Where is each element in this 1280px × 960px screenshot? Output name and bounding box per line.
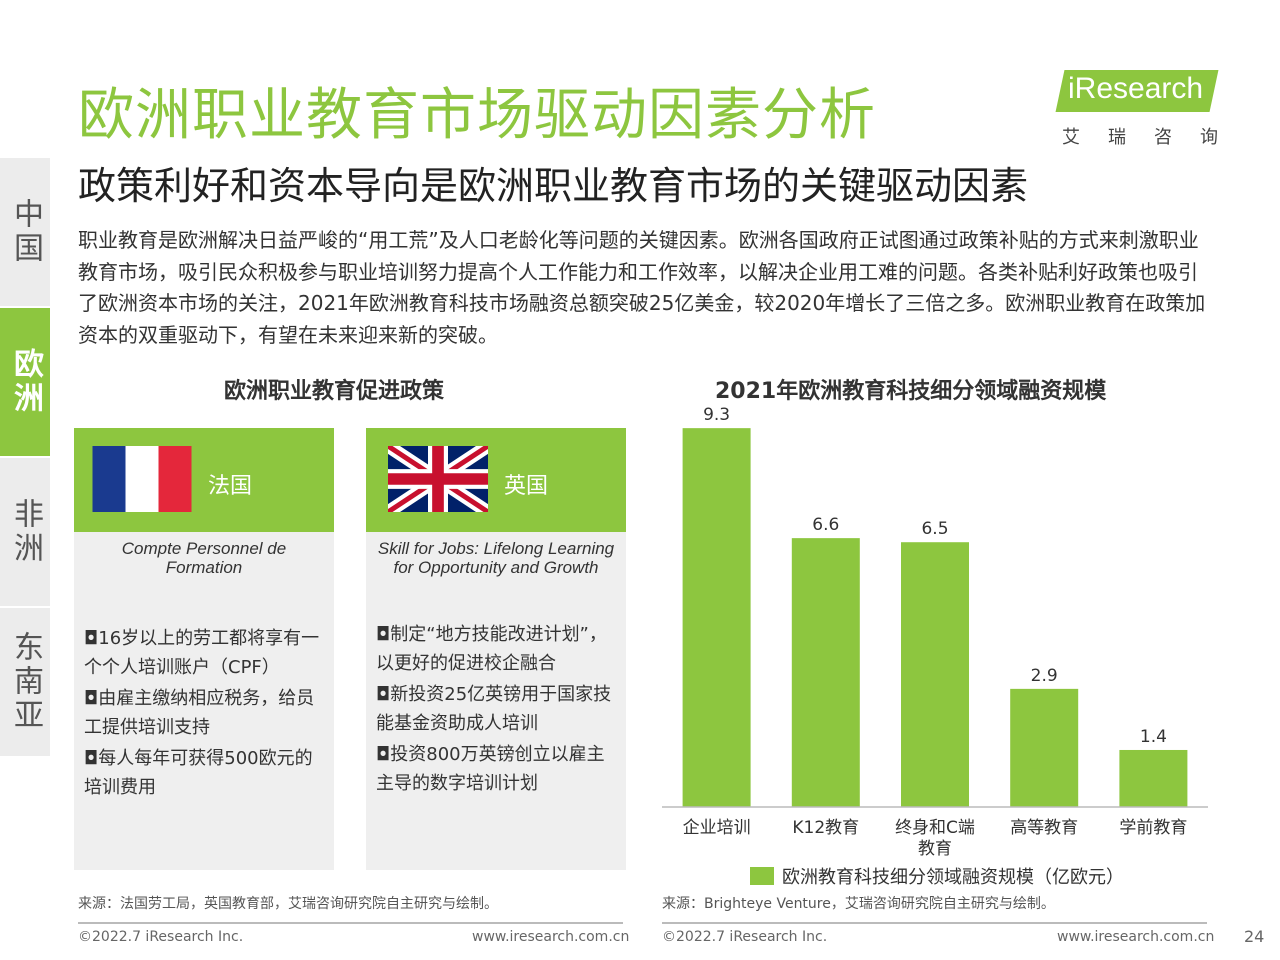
policy-card-france: 法国 Compte Personnel de Formation ◘16岁以上的… bbox=[74, 428, 334, 870]
chart-bar bbox=[682, 428, 751, 807]
sidebar-item-label: 欧洲 bbox=[8, 348, 43, 416]
intro-paragraph: 职业教育是欧洲解决日益严峻的“用工荒”及人口老龄化等问题的关键因素。欧洲各国政府… bbox=[78, 228, 1206, 347]
list-item: ◘制定“地方技能改进计划”，以更好的促进校企融合 bbox=[376, 624, 607, 674]
uk-flag-icon bbox=[388, 446, 488, 512]
logo-cn-char: 咨 bbox=[1154, 127, 1172, 148]
page-title: 欧洲职业教育市场驱动因素分析 bbox=[78, 83, 876, 148]
chart-data-label: 2.9 bbox=[1031, 666, 1058, 686]
page-subtitle: 政策利好和资本导向是欧洲职业教育市场的关键驱动因素 bbox=[78, 164, 1029, 208]
chart-data-label: 1.4 bbox=[1140, 727, 1167, 747]
chart-tick-label: 教育 bbox=[918, 839, 952, 859]
sidebar-item-europe[interactable]: 欧洲 bbox=[0, 308, 50, 458]
chart-title: 2021年欧洲教育科技细分领域融资规模 bbox=[715, 379, 1107, 404]
footer-divider-left bbox=[78, 922, 623, 924]
chart-bar bbox=[791, 538, 860, 807]
funding-bar-chart: 9.3 企业培训 6.6 K12教育 6.5 终身和C端 教育 2.9 高等教育 1.4 学前教育欧… bbox=[640, 360, 1240, 900]
site-link-left[interactable]: www.iresearch.com.cn bbox=[472, 929, 630, 945]
sidebar-item-label: 非洲 bbox=[8, 498, 43, 566]
list-item: ◘新投资25亿英镑用于国家技能基金资助成人培训 bbox=[376, 684, 612, 734]
list-item: ◘由雇主缴纳相应税务，给员工提供培训支持 bbox=[84, 688, 315, 738]
footer-divider-right bbox=[662, 922, 1207, 924]
site-link-right[interactable]: www.iresearch.com.cn bbox=[1057, 929, 1215, 945]
logo-text: iResearch bbox=[1068, 72, 1204, 105]
chart-data-label: 6.6 bbox=[812, 515, 839, 535]
page-number: 24 bbox=[1244, 927, 1265, 946]
chart-tick-label: 终身和C端 bbox=[895, 818, 975, 838]
sidebar-item-label: 中国 bbox=[8, 198, 43, 266]
logo-cn: 艾 瑞 咨 询 bbox=[1062, 123, 1218, 149]
chart-tick-label: 学前教育 bbox=[1119, 818, 1187, 838]
logo-cn-char: 瑞 bbox=[1108, 127, 1126, 148]
chart-tick-label: 高等教育 bbox=[1010, 818, 1078, 838]
list-item: ◘每人每年可获得500欧元的培训费用 bbox=[84, 748, 313, 798]
card-country: 法国 bbox=[208, 474, 253, 499]
france-flag-icon bbox=[92, 446, 192, 512]
region-sidebar: 中国 欧洲 非洲 东南亚 bbox=[0, 158, 50, 758]
chart-data-label: 9.3 bbox=[703, 405, 730, 425]
sidebar-item-label: 东南亚 bbox=[8, 631, 43, 733]
legend-label: 欧洲教育科技细分领域融资规模（亿欧元） bbox=[782, 867, 1124, 888]
copyright-right: ©2022.7 iResearch Inc. bbox=[662, 929, 828, 945]
sidebar-item-africa[interactable]: 非洲 bbox=[0, 458, 50, 608]
list-item: ◘16岁以上的劳工都将享有一个个人培训账户（CPF） bbox=[84, 628, 320, 678]
policy-heading: 欧洲职业教育促进政策 bbox=[224, 379, 445, 404]
iresearch-logo: iResearch 艾 瑞 咨 询 bbox=[1055, 68, 1220, 149]
source-note-right: 来源：Brighteye Venture，艾瑞咨询研究院自主研究与绘制。 bbox=[662, 896, 1055, 912]
chart-data-label: 6.5 bbox=[921, 519, 948, 539]
logo-cn-char: 艾 bbox=[1062, 127, 1080, 148]
card-bullets: ◘制定“地方技能改进计划”，以更好的促进校企融合 ◘新投资25亿英镑用于国家技能… bbox=[376, 620, 621, 800]
legend-swatch bbox=[750, 867, 774, 885]
chart-bar bbox=[901, 542, 969, 807]
chart-tick-label: 企业培训 bbox=[683, 818, 751, 838]
sidebar-item-china[interactable]: 中国 bbox=[0, 158, 50, 308]
chart-tick-label: K12教育 bbox=[792, 818, 859, 838]
list-item: ◘投资800万英镑创立以雇主主导的数字培训计划 bbox=[376, 744, 605, 794]
logo-cn-char: 询 bbox=[1200, 127, 1218, 148]
copyright-left: ©2022.7 iResearch Inc. bbox=[78, 929, 244, 945]
source-note-left: 来源：法国劳工局，英国教育部，艾瑞咨询研究院自主研究与绘制。 bbox=[78, 896, 498, 912]
sidebar-item-southeast-asia[interactable]: 东南亚 bbox=[0, 608, 50, 758]
card-header: 法国 bbox=[74, 428, 334, 532]
card-bullets: ◘16岁以上的劳工都将享有一个个人培训账户（CPF） ◘由雇主缴纳相应税务，给员… bbox=[84, 624, 329, 804]
chart-bar bbox=[1010, 688, 1079, 807]
card-program: Compte Personnel de Formation bbox=[121, 539, 287, 577]
card-header: 英国 bbox=[366, 428, 626, 532]
card-program: Skill for Jobs: Lifelong Learning for Op… bbox=[377, 539, 615, 577]
card-country: 英国 bbox=[504, 474, 549, 499]
chart-bar bbox=[1119, 749, 1188, 807]
policy-card-uk: 英国 Skill for Jobs: Lifelong Learning for… bbox=[366, 428, 626, 870]
